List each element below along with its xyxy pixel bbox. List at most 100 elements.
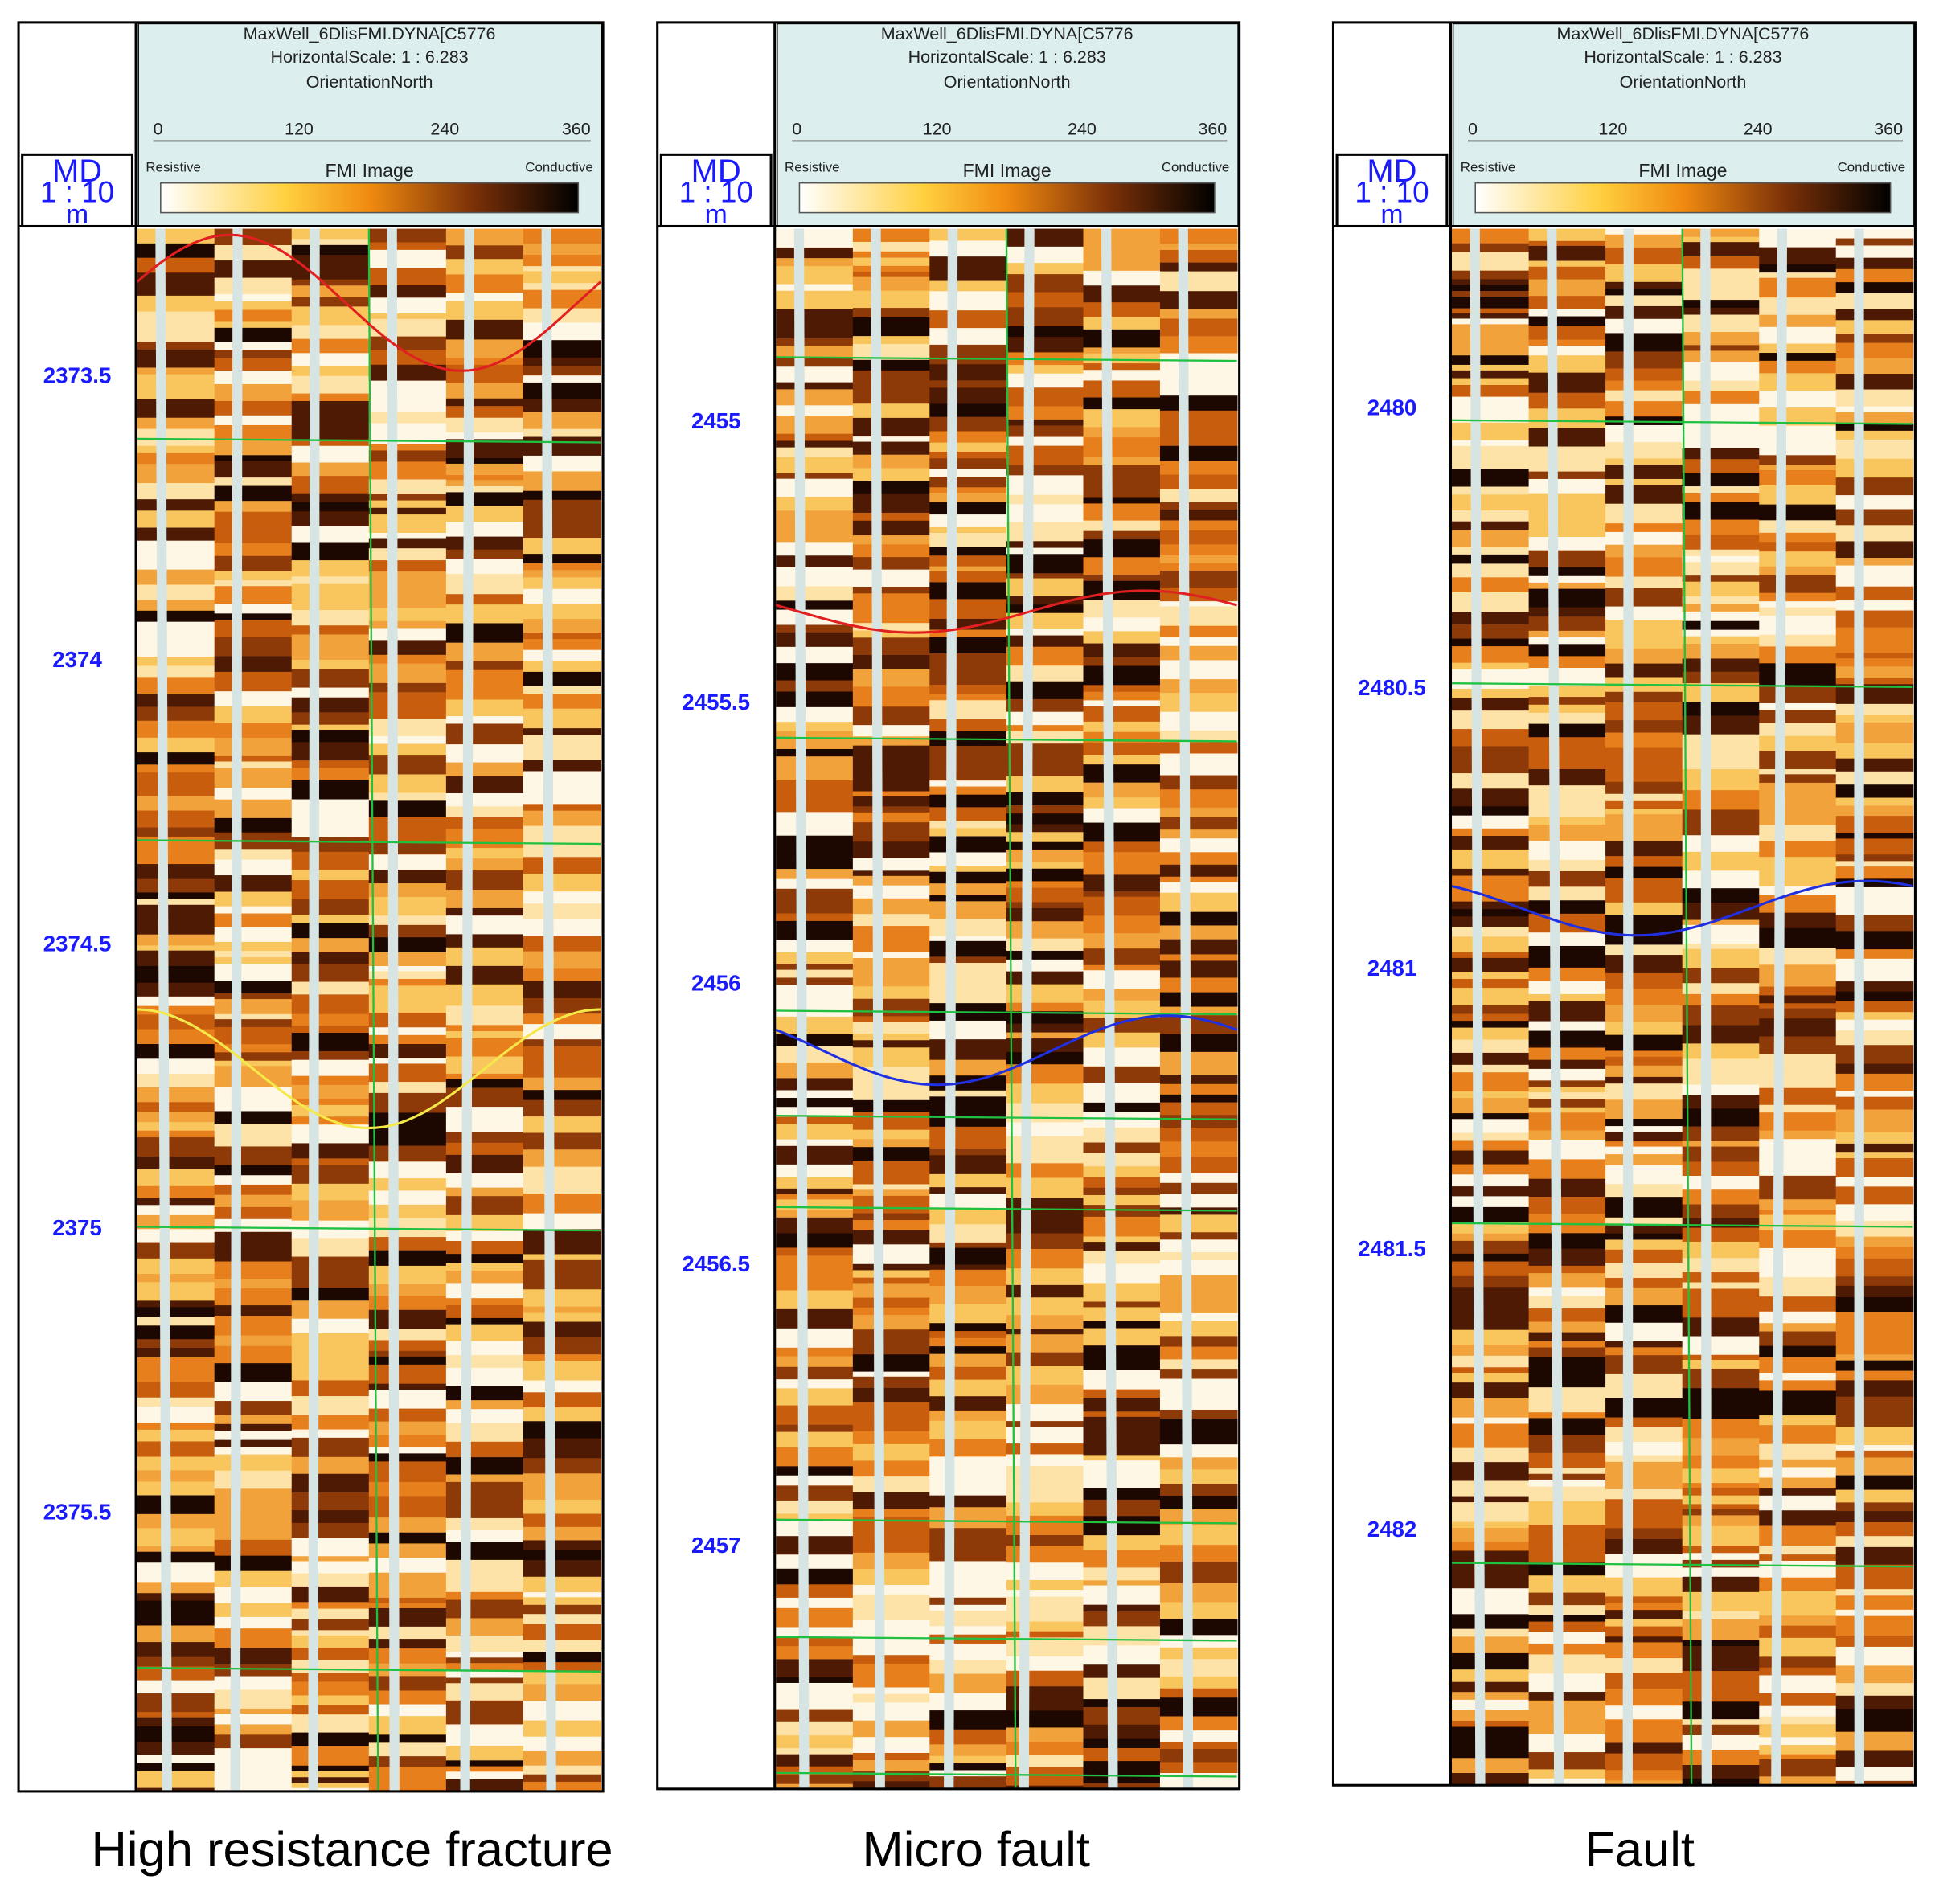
image-stripe	[291, 1256, 370, 1275]
image-stripe	[1452, 1297, 1530, 1314]
image-stripe	[1759, 1759, 1837, 1778]
image-stripe	[214, 543, 293, 557]
image-stripe	[929, 380, 1007, 389]
image-stripe	[852, 468, 931, 482]
image-stripe	[1006, 902, 1084, 909]
image-stripe	[1452, 828, 1530, 837]
image-stripe	[1605, 1249, 1683, 1263]
image-stripe	[523, 936, 601, 952]
image-stripe	[445, 934, 524, 948]
image-stripe	[291, 760, 370, 769]
image-stripe	[776, 826, 854, 837]
image-stripe	[1006, 760, 1084, 777]
image-stripe	[1528, 1273, 1607, 1288]
image-stripe	[291, 780, 370, 800]
image-stripe	[368, 1716, 447, 1736]
image-stripe	[776, 1124, 854, 1140]
image-stripe	[1528, 1387, 1607, 1402]
image-stripe	[852, 1022, 931, 1034]
image-stripe	[1159, 1294, 1238, 1314]
image-stripe	[214, 1345, 293, 1364]
image-stripe	[929, 1611, 1007, 1628]
image-stripe	[368, 1340, 447, 1352]
image-stripe	[1006, 494, 1084, 506]
image-stripe	[1605, 401, 1683, 417]
image-stripe	[1528, 279, 1607, 297]
image-stripe	[368, 654, 447, 665]
image-stripe	[214, 1488, 293, 1509]
image-stripe	[1682, 1685, 1761, 1703]
image-stripe	[1159, 800, 1238, 809]
image-stripe	[1083, 1177, 1162, 1189]
image-stripe	[137, 1528, 215, 1547]
image-stripe	[1159, 1730, 1238, 1743]
image-stripe	[445, 1718, 524, 1726]
image-stripe	[1605, 1233, 1683, 1241]
image-stripe	[1682, 1368, 1761, 1379]
image-stripe	[523, 577, 601, 590]
image-stripe	[1528, 1575, 1607, 1594]
image-stripe	[852, 290, 931, 297]
image-stripe	[523, 1132, 601, 1151]
image-stripe	[368, 560, 447, 572]
image-stripe	[137, 1074, 215, 1088]
image-stripe	[137, 527, 215, 542]
image-stripe	[1083, 575, 1162, 582]
image-stripe	[1006, 681, 1084, 700]
image-stripe	[214, 768, 293, 789]
image-stripe	[368, 743, 447, 756]
header-line: OrientationNorth	[944, 72, 1071, 92]
image-stripe	[929, 514, 1007, 528]
image-stripe	[1452, 308, 1530, 314]
image-stripe	[1083, 1236, 1162, 1243]
image-stripe	[291, 526, 370, 543]
image-stripe	[1083, 933, 1162, 949]
image-stripe	[852, 370, 931, 385]
image-stripe	[1452, 1021, 1530, 1029]
image-stripe	[929, 1755, 1007, 1764]
image-stripe	[1528, 1516, 1607, 1525]
image-stripe	[137, 764, 215, 773]
image-stripe	[852, 1687, 931, 1695]
image-stripe	[1682, 1005, 1761, 1026]
image-stripe	[1605, 800, 1683, 810]
image-stripe	[1083, 503, 1162, 522]
image-stripe	[137, 350, 215, 369]
image-stripe	[1159, 1321, 1238, 1337]
image-stripe	[929, 985, 1007, 1004]
pad-gap	[541, 228, 556, 1791]
image-stripe	[1159, 730, 1238, 743]
image-stripe	[852, 1419, 931, 1432]
image-stripe	[1452, 1261, 1530, 1277]
image-stripe	[852, 272, 931, 278]
image-stripe	[1006, 573, 1084, 579]
image-stripe	[1759, 1087, 1837, 1106]
image-stripe	[1528, 372, 1607, 384]
image-stripe	[291, 462, 370, 477]
image-stripe	[929, 310, 1007, 329]
image-stripe	[852, 512, 931, 522]
image-stripe	[929, 866, 1007, 873]
image-stripe	[929, 1224, 1007, 1243]
image-stripe	[1452, 1367, 1530, 1374]
image-stripe	[776, 977, 854, 986]
image-stripe	[1835, 1030, 1914, 1046]
image-stripe	[1759, 805, 1837, 826]
image-stripe	[1759, 566, 1837, 576]
image-stripe	[523, 708, 601, 729]
image-stripe	[1006, 1214, 1084, 1235]
image-stripe	[137, 878, 215, 894]
image-stripe	[929, 936, 1007, 942]
image-stripe	[445, 259, 524, 268]
image-stripe	[214, 1431, 293, 1441]
header-line: HorizontalScale: 1 : 6.283	[1584, 47, 1781, 67]
image-stripe	[1452, 710, 1530, 730]
image-stripe	[1006, 813, 1084, 825]
image-stripe	[1759, 465, 1837, 471]
image-stripe	[523, 1458, 601, 1475]
image-stripe	[214, 1261, 293, 1273]
bedding-line	[137, 437, 601, 444]
image-stripe	[1006, 792, 1084, 806]
image-stripe	[1682, 428, 1761, 449]
